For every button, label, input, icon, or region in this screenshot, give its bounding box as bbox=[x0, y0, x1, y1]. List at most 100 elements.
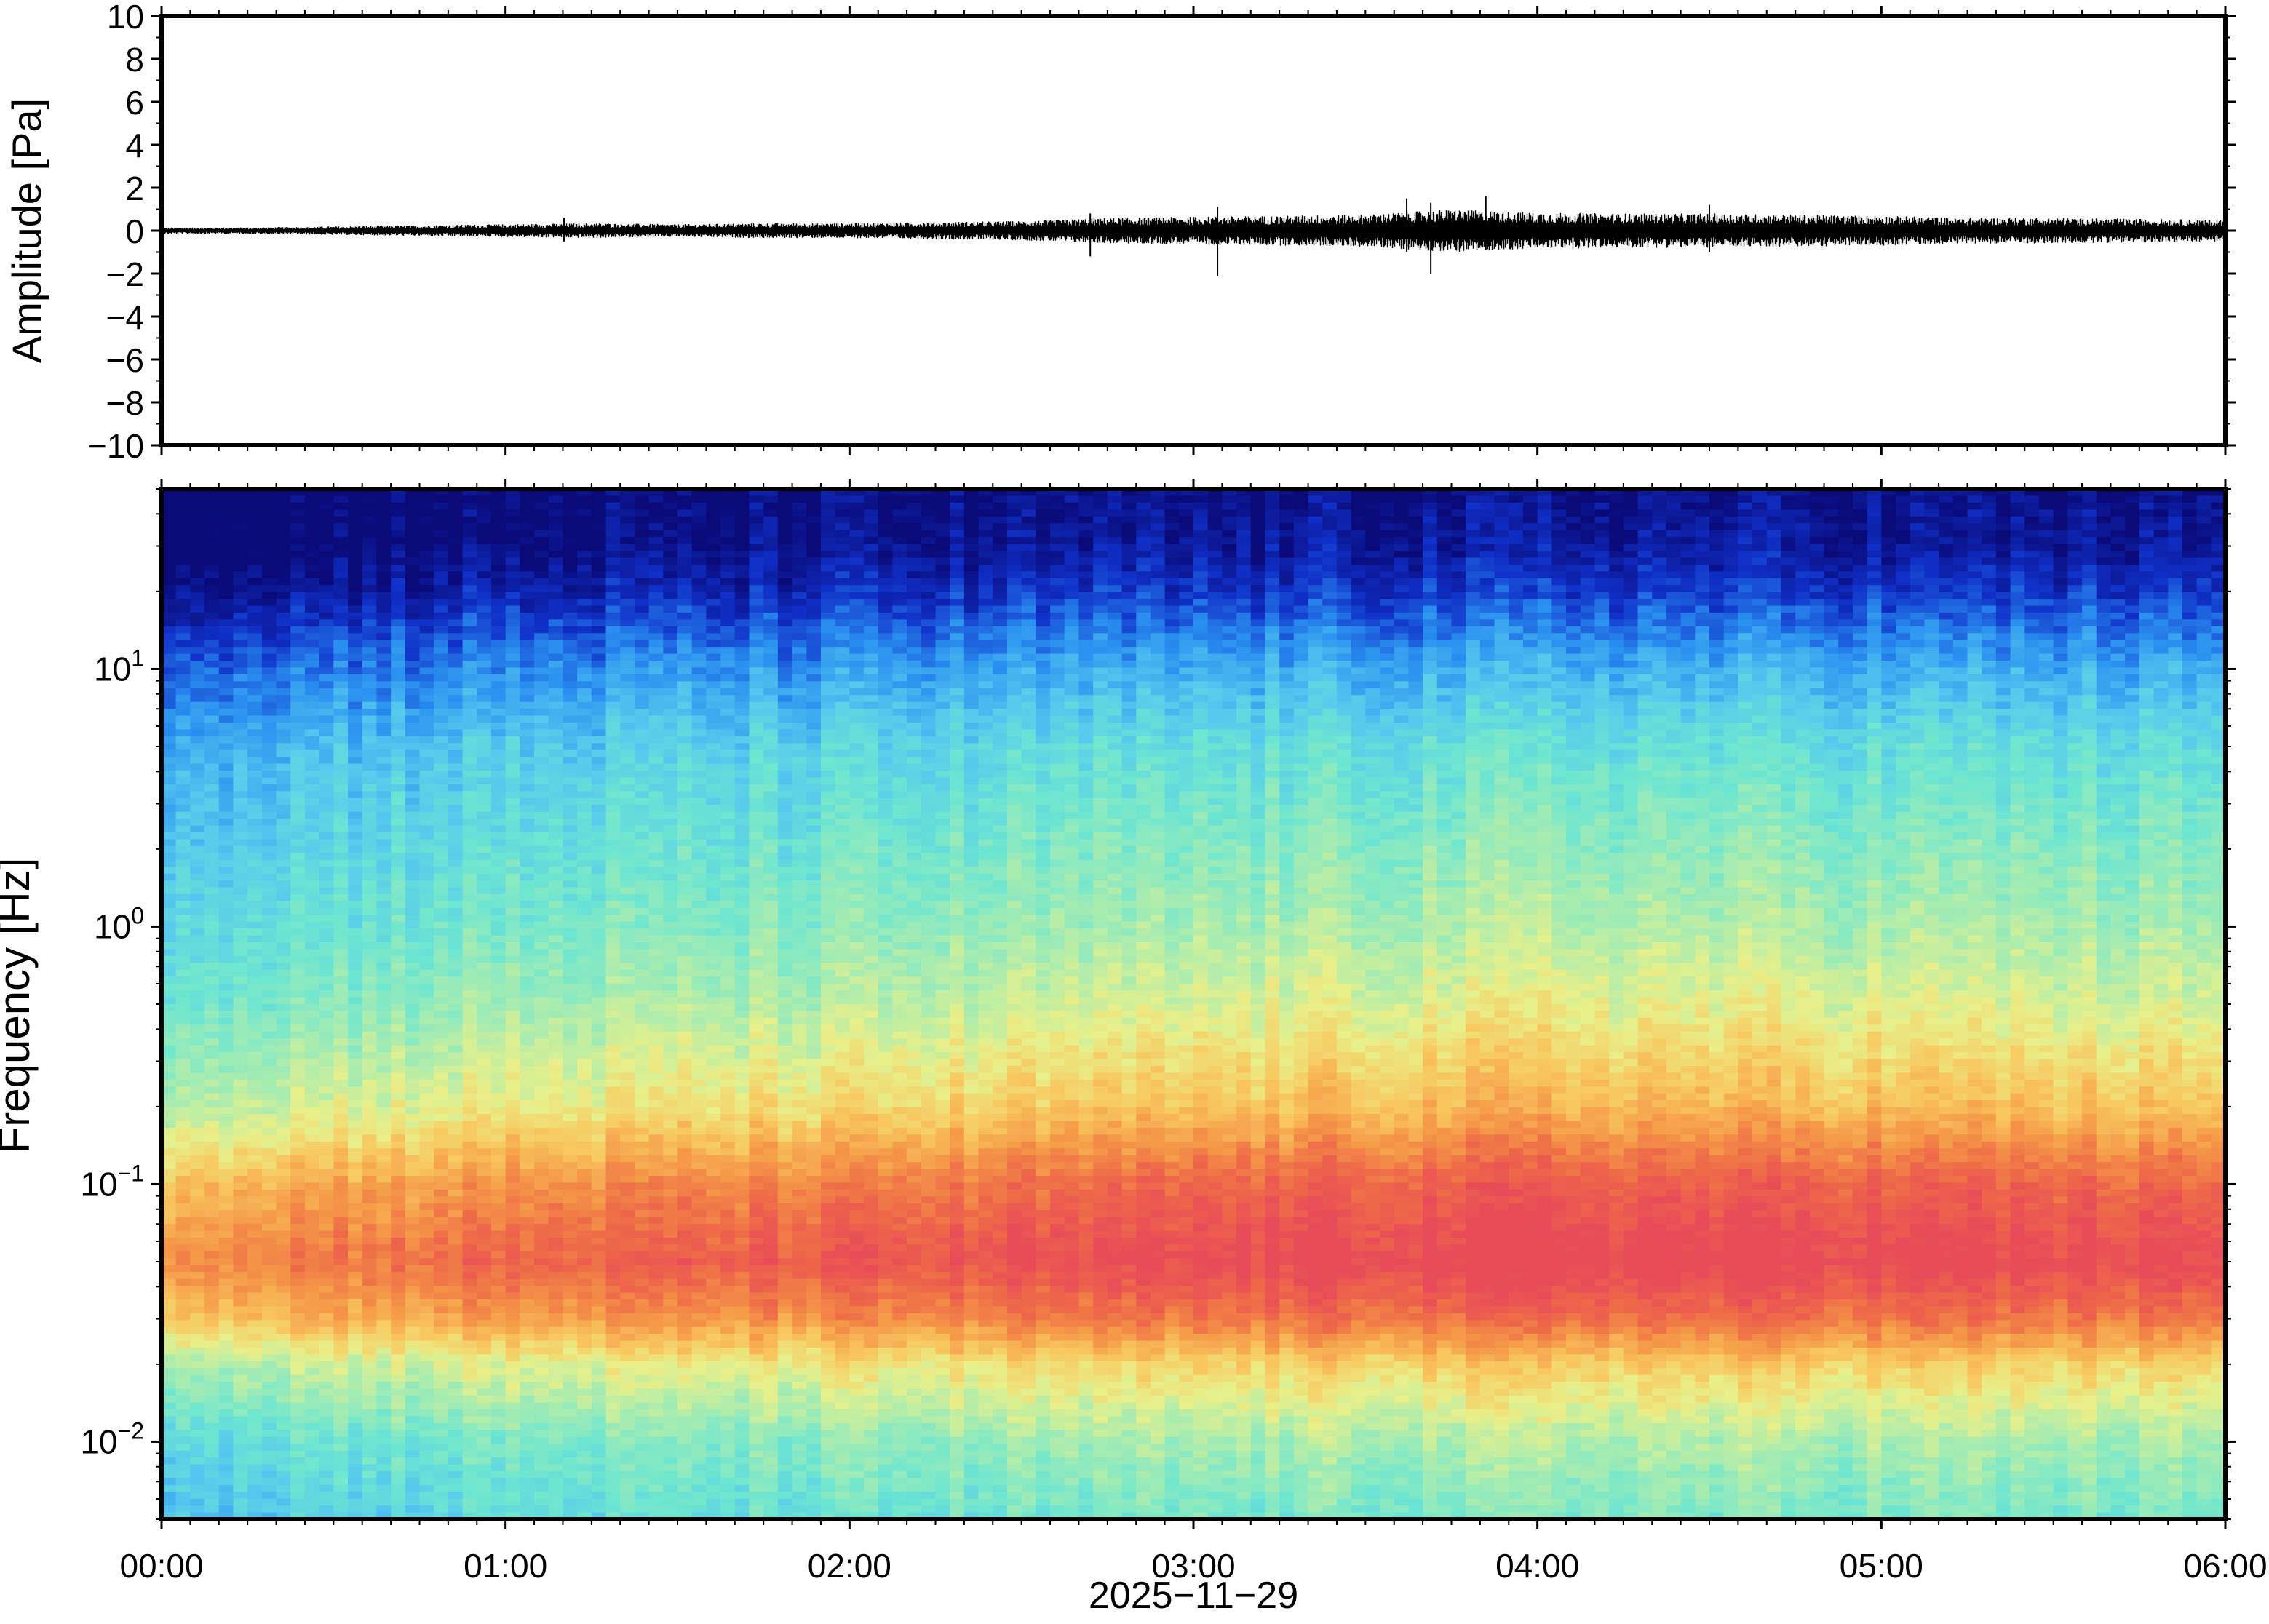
spectrogram-cell bbox=[175, 873, 191, 881]
spectrogram-cell bbox=[548, 777, 564, 785]
spectrogram-cell bbox=[577, 901, 592, 909]
spectrogram-cell bbox=[304, 1251, 320, 1259]
spectrogram-cell bbox=[376, 1038, 392, 1046]
spectrogram-cell bbox=[247, 1512, 263, 1520]
spectrogram-cell bbox=[376, 695, 392, 703]
spectrogram-cell bbox=[290, 893, 306, 901]
spectrogram-cell bbox=[577, 1230, 592, 1238]
spectrogram-cell bbox=[162, 1396, 177, 1404]
spectrogram-cell bbox=[162, 701, 177, 709]
spectrogram-cell bbox=[462, 1313, 477, 1321]
spectrogram-cell bbox=[477, 907, 492, 915]
spectrogram-cell bbox=[190, 605, 205, 613]
spectrogram-cell bbox=[276, 887, 291, 895]
spectrogram-cell bbox=[577, 1470, 592, 1478]
spectrogram-cell bbox=[190, 1430, 205, 1438]
spectrogram-cell bbox=[362, 819, 378, 827]
spectrogram-cell bbox=[434, 1134, 449, 1142]
spectrogram-cell bbox=[490, 1114, 506, 1122]
spectrogram-cell bbox=[190, 990, 205, 998]
spectrogram-cell bbox=[348, 509, 363, 517]
spectrogram-cell bbox=[218, 1065, 234, 1073]
spectrogram-cell bbox=[218, 626, 234, 634]
spectrogram-cell bbox=[477, 1224, 492, 1232]
spectrogram-cell bbox=[218, 1484, 234, 1492]
spectrogram-cell bbox=[290, 1286, 306, 1294]
spectrogram-cell bbox=[434, 1251, 449, 1259]
spectrogram-cell bbox=[419, 873, 434, 881]
spectrogram-cell bbox=[175, 722, 191, 730]
spectrogram-cell bbox=[434, 1265, 449, 1273]
spectrogram-cell bbox=[462, 859, 477, 867]
spectrogram-cell bbox=[490, 681, 506, 689]
spectrogram-cell bbox=[304, 1478, 320, 1486]
spectrogram-cell bbox=[563, 1306, 578, 1314]
spectrogram-cell bbox=[520, 571, 535, 579]
spectrogram-cell bbox=[477, 1203, 492, 1211]
spectrogram-cell bbox=[190, 509, 205, 517]
spectrogram-cell bbox=[233, 1272, 248, 1280]
spectrogram-cell bbox=[319, 557, 334, 565]
spectrogram-cell bbox=[462, 1196, 477, 1204]
spectrogram-cell bbox=[448, 537, 464, 545]
spectrogram-cell bbox=[319, 867, 334, 875]
spectrogram-cell bbox=[477, 1492, 492, 1500]
spectrogram-cell bbox=[261, 1292, 277, 1300]
spectrogram-cell bbox=[577, 1334, 592, 1342]
spectrogram-cell bbox=[548, 557, 564, 565]
spectrogram-cell bbox=[276, 935, 291, 943]
spectrogram-cell bbox=[490, 715, 506, 723]
spectrogram-cell bbox=[247, 1444, 263, 1452]
spectrogram-cell bbox=[577, 1134, 592, 1142]
spectrogram-cell bbox=[247, 867, 263, 875]
spectrogram-cell bbox=[520, 722, 535, 730]
spectrogram-cell bbox=[405, 1182, 421, 1190]
spectrogram-cell bbox=[391, 571, 406, 579]
spectrogram-cell bbox=[477, 530, 492, 538]
spectrogram-cell bbox=[190, 963, 205, 971]
spectrogram-cell bbox=[261, 1505, 277, 1513]
spectrogram-cell bbox=[290, 1230, 306, 1238]
spectrogram-cell bbox=[520, 1196, 535, 1204]
spectrogram-cell bbox=[233, 1340, 248, 1348]
spectrogram-cell bbox=[490, 749, 506, 757]
spectrogram-cell bbox=[233, 1278, 248, 1286]
spectrogram-cell bbox=[520, 1237, 535, 1245]
spectrogram-cell bbox=[548, 832, 564, 840]
spectrogram-cell bbox=[419, 1388, 434, 1396]
spectrogram-cell bbox=[391, 1107, 406, 1115]
spectrogram-cell bbox=[333, 969, 349, 977]
spectrogram-cell bbox=[290, 777, 306, 785]
spectrogram-cell bbox=[233, 1079, 248, 1087]
spectrogram-cell bbox=[175, 736, 191, 744]
spectrogram-cell bbox=[534, 1024, 549, 1032]
spectrogram-cell bbox=[348, 550, 363, 558]
spectrogram-cell bbox=[563, 763, 578, 771]
spectrogram-cell bbox=[376, 1313, 392, 1321]
spectrogram-cell bbox=[391, 661, 406, 669]
spectrogram-cell bbox=[548, 653, 564, 661]
spectrogram-cell bbox=[520, 1121, 535, 1129]
spectrogram-cell bbox=[477, 489, 492, 497]
spectrogram-cell bbox=[333, 1258, 349, 1266]
spectrogram-cell bbox=[376, 1436, 392, 1444]
spectrogram-cell bbox=[162, 1470, 177, 1478]
spectrogram-cell bbox=[162, 1258, 177, 1266]
spectrogram-cell bbox=[405, 1272, 421, 1280]
spectrogram-cell bbox=[376, 791, 392, 799]
spectrogram-cell bbox=[419, 1176, 434, 1184]
spectrogram-cell bbox=[348, 819, 363, 827]
spectrogram-cell bbox=[348, 1251, 363, 1259]
spectrogram-cell bbox=[563, 893, 578, 901]
spectrogram-cell bbox=[577, 1121, 592, 1129]
spectrogram-cell bbox=[348, 887, 363, 895]
spectrogram-cell bbox=[563, 1072, 578, 1080]
spectrogram-cell bbox=[548, 867, 564, 875]
spectrogram-cell bbox=[233, 1334, 248, 1342]
spectrogram-cell bbox=[490, 1141, 506, 1149]
spectrogram-cell bbox=[448, 990, 464, 998]
spectrogram-cell bbox=[520, 544, 535, 552]
spectrogram-cell bbox=[175, 1203, 191, 1211]
spectrogram-cell bbox=[434, 1484, 449, 1492]
spectrogram-cell bbox=[218, 1217, 234, 1225]
